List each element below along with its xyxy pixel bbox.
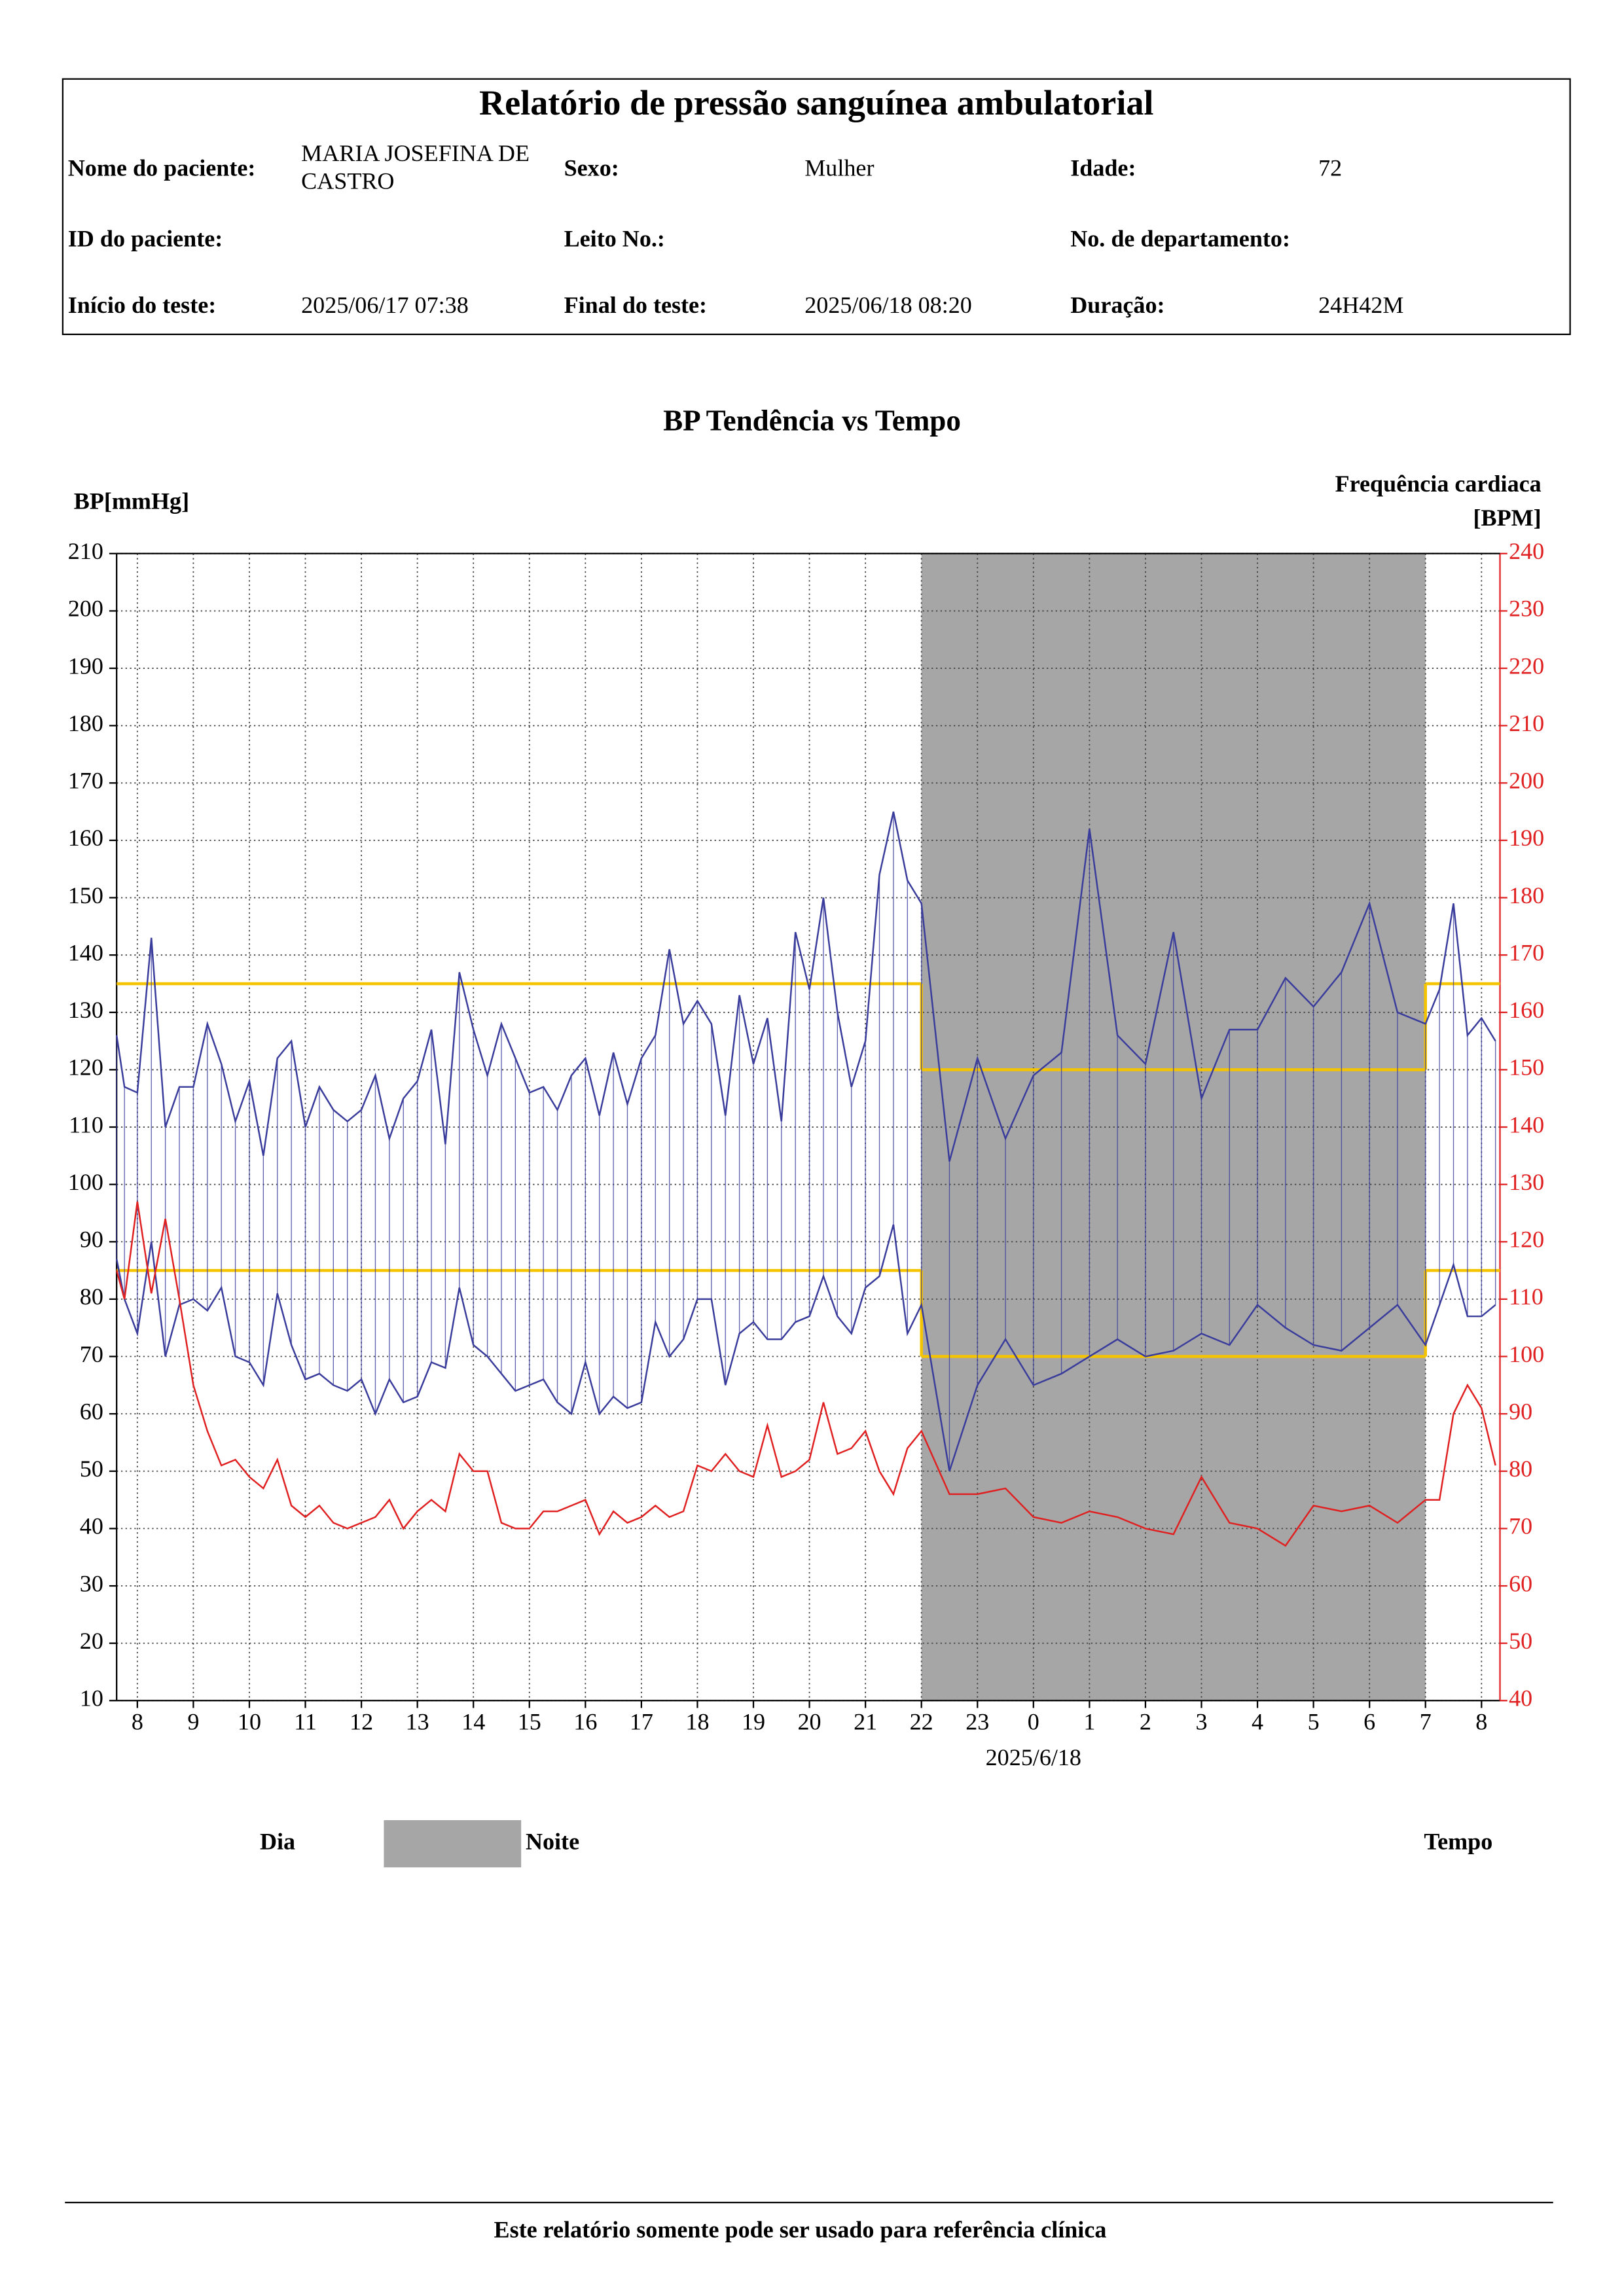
y-tick-label: 160	[68, 825, 103, 851]
field-value: Mulher	[804, 155, 875, 181]
series-line	[115, 811, 1496, 1162]
legend-label: Dia	[260, 1828, 295, 1854]
x-tick-label: 9	[187, 1709, 199, 1735]
x-tick-label: 20	[798, 1709, 821, 1735]
x-tick-label: 2	[1140, 1709, 1151, 1735]
field-value: 24H42M	[1318, 293, 1404, 319]
field-label: Nome do paciente:	[67, 155, 256, 181]
y2-tick-label: 110	[1509, 1283, 1543, 1310]
y-tick-label: 10	[80, 1685, 103, 1712]
y2-tick-label: 230	[1509, 596, 1544, 622]
x-tick-label: 18	[685, 1709, 709, 1735]
footer-note: Este relatório somente pode ser usado pa…	[494, 2217, 1107, 2243]
x-tick-label: 19	[742, 1709, 765, 1735]
field-value: 2025/06/17 07:38	[301, 293, 469, 319]
y-tick-label: 70	[80, 1341, 103, 1367]
y-tick-label: 120	[68, 1054, 103, 1081]
y-tick-label: 90	[80, 1227, 103, 1253]
y2-axis-label: Frequência cardiaca [BPM]	[1335, 472, 1542, 531]
field-label: Final do teste:	[564, 293, 708, 319]
y2-tick-label: 190	[1509, 825, 1544, 851]
field-value: MARIA JOSEFINA DE CASTRO	[301, 141, 530, 195]
y-tick-label: 110	[69, 1111, 103, 1138]
x-tick-label: 11	[294, 1709, 317, 1735]
y-tick-label: 190	[68, 653, 103, 679]
header-box: Nome do paciente: MARIA JOSEFINA DE CASTR…	[62, 78, 1571, 335]
y2-tick-label: 90	[1509, 1398, 1532, 1424]
x-tick-label: 0	[1028, 1709, 1039, 1735]
legend-label: Noite	[526, 1828, 579, 1854]
y-tick-label: 170	[68, 768, 103, 794]
x-tick-label: 1	[1083, 1709, 1095, 1735]
x-tick-label: 7	[1420, 1709, 1432, 1735]
y-tick-label: 20	[80, 1628, 103, 1654]
y2-tick-label: 220	[1509, 653, 1544, 679]
y2-tick-label: 80	[1509, 1456, 1532, 1482]
y2-tick-label: 130	[1509, 1169, 1544, 1195]
legend-swatch	[384, 1820, 522, 1868]
x-axis-label: Tempo	[1424, 1828, 1492, 1854]
x-tick-label: 12	[350, 1709, 373, 1735]
y-tick-label: 80	[80, 1283, 103, 1310]
y2-tick-label: 240	[1509, 538, 1544, 564]
y2-tick-label: 210	[1509, 710, 1544, 736]
y2-tick-label: 60	[1509, 1570, 1532, 1596]
x-tick-label: 21	[854, 1709, 877, 1735]
field-value: 2025/06/18 08:20	[804, 293, 972, 319]
field-label: ID do paciente:	[67, 226, 223, 252]
y-tick-label: 210	[68, 538, 103, 564]
field-value: 72	[1318, 155, 1343, 181]
y2-tick-label: 200	[1509, 768, 1544, 794]
y-axis-label: BP[mmHg]	[74, 488, 189, 514]
x-tick-label: 14	[461, 1709, 485, 1735]
y2-tick-label: 170	[1509, 939, 1544, 965]
y-tick-label: 100	[68, 1169, 103, 1195]
field-label: No. de departamento:	[1070, 226, 1290, 252]
legend-swatch	[118, 1820, 256, 1868]
x-tick-label: 23	[965, 1709, 989, 1735]
x-tick-label: 8	[1475, 1709, 1487, 1735]
y-tick-label: 60	[80, 1398, 103, 1424]
x-tick-label: 5	[1308, 1709, 1320, 1735]
y2-tick-label: 70	[1509, 1513, 1532, 1539]
report-title: Relatório de pressão sanguínea ambulator…	[479, 83, 1153, 122]
chart-title: BP Tendência vs Tempo	[663, 404, 961, 437]
y2-tick-label: 120	[1509, 1227, 1544, 1253]
x-tick-label: 6	[1363, 1709, 1375, 1735]
y-tick-label: 50	[80, 1456, 103, 1482]
field-label: Duração:	[1070, 293, 1165, 319]
y2-tick-label: 160	[1509, 997, 1544, 1023]
y2-tick-label: 100	[1509, 1341, 1544, 1367]
x-tick-label: 10	[238, 1709, 261, 1735]
field-label: Sexo:	[564, 155, 619, 181]
x-tick-label: 13	[406, 1709, 429, 1735]
y-tick-label: 150	[68, 882, 103, 908]
x-tick-label: 17	[630, 1709, 653, 1735]
y-tick-label: 40	[80, 1513, 103, 1539]
x-tick-label: 8	[132, 1709, 143, 1735]
field-label: Início do teste:	[67, 293, 217, 319]
y-tick-label: 200	[68, 596, 103, 622]
y-tick-label: 130	[68, 997, 103, 1023]
y-tick-label: 30	[80, 1570, 103, 1596]
field-label: Idade:	[1070, 155, 1136, 181]
date-label: 2025/6/18	[986, 1744, 1081, 1770]
field-label: Leito No.:	[564, 226, 665, 252]
x-tick-label: 3	[1195, 1709, 1207, 1735]
x-tick-label: 16	[573, 1709, 597, 1735]
x-tick-label: 22	[910, 1709, 933, 1735]
y2-tick-label: 150	[1509, 1054, 1544, 1081]
y-tick-label: 140	[68, 939, 103, 965]
series-line	[115, 1201, 1496, 1547]
x-tick-label: 15	[518, 1709, 541, 1735]
y2-tick-label: 50	[1509, 1628, 1532, 1654]
x-tick-label: 4	[1252, 1709, 1263, 1735]
y2-tick-label: 40	[1509, 1685, 1532, 1712]
series-line	[115, 1224, 1496, 1472]
y2-tick-label: 140	[1509, 1111, 1544, 1138]
y-tick-label: 180	[68, 710, 103, 736]
y2-tick-label: 180	[1509, 882, 1544, 908]
